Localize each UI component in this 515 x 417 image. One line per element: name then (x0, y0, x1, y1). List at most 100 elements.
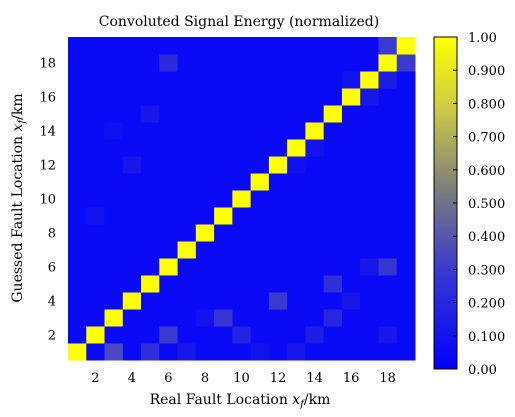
heatmap-cell (232, 326, 252, 344)
heatmap-cell (122, 207, 142, 225)
heatmap-cell (287, 105, 306, 123)
heatmap-cell (104, 122, 124, 140)
heatmap-cell (396, 156, 416, 174)
heatmap-cell (250, 71, 270, 89)
heatmap-cell (104, 207, 124, 225)
x-tick-label: 6 (164, 371, 172, 386)
heatmap-cell (159, 241, 179, 259)
heatmap-cell (250, 343, 270, 361)
heatmap-cell (86, 241, 106, 259)
heatmap-cell (396, 173, 416, 191)
heatmap-cell (341, 309, 361, 327)
heatmap-cell (378, 292, 398, 310)
y-tick-label: 4 (48, 295, 56, 310)
heatmap-cell (86, 139, 106, 157)
heatmap-cell (68, 241, 87, 259)
heatmap-cell (396, 71, 416, 89)
y-tick-label: 18 (39, 57, 56, 72)
colorbar-tick-label: 0.400 (468, 230, 505, 245)
heatmap-cell (122, 241, 142, 259)
heatmap-cell (195, 309, 215, 327)
heatmap-cell (323, 139, 343, 157)
heatmap-cell (177, 71, 197, 89)
x-tick-label: 14 (306, 371, 323, 386)
heatmap-cell (232, 71, 252, 89)
heatmap-cell (268, 173, 288, 191)
heatmap-cell (195, 224, 215, 242)
heatmap-cell (378, 241, 398, 259)
heatmap-cell (195, 241, 215, 259)
heatmap-cell (195, 292, 215, 310)
heatmap-cell (396, 224, 416, 242)
heatmap-cell (360, 190, 379, 208)
colorbar-tick-label: 0.200 (468, 297, 505, 312)
heatmap-cell (323, 258, 343, 276)
heatmap-cell (305, 275, 325, 293)
heatmap-cell (177, 156, 197, 174)
heatmap-cell (287, 156, 306, 174)
heatmap-cell (287, 139, 306, 157)
heatmap-cell (305, 224, 325, 242)
heatmap-cell (177, 241, 197, 259)
heatmap-cell (214, 156, 233, 174)
heatmap-cell (159, 105, 179, 123)
heatmap-cell (214, 309, 233, 327)
heatmap-cell (232, 54, 252, 72)
heatmap-cell (86, 173, 106, 191)
heatmap-cell (141, 275, 160, 293)
heatmap-cell (177, 275, 197, 293)
heatmap-cell (323, 37, 343, 55)
heatmap-cell (268, 139, 288, 157)
heatmap-cell (341, 156, 361, 174)
heatmap-cell (104, 173, 124, 191)
heatmap-cell (250, 292, 270, 310)
heatmap-cell (141, 105, 160, 123)
heatmap-cell (287, 207, 306, 225)
heatmap-cell (177, 292, 197, 310)
heatmap-cell (360, 343, 379, 361)
heatmap-cell (68, 309, 87, 327)
heatmap-cell (250, 105, 270, 123)
heatmap-cell (104, 241, 124, 259)
heatmap-cell (287, 71, 306, 89)
heatmap-cell (250, 326, 270, 344)
heatmap-cell (68, 105, 87, 123)
heatmap-cell (341, 88, 361, 106)
heatmap-cell (232, 190, 252, 208)
heatmap-cell (68, 88, 87, 106)
heatmap-cell (68, 37, 87, 55)
heatmap-cell (323, 156, 343, 174)
heatmap-cell (214, 326, 233, 344)
heatmap-cell (214, 207, 233, 225)
heatmap-cell (360, 156, 379, 174)
heatmap-cell (232, 122, 252, 140)
heatmap-cell (177, 122, 197, 140)
heatmap-cell (323, 54, 343, 72)
heatmap-cell (177, 54, 197, 72)
heatmap-cell (396, 105, 416, 123)
heatmap-cell (86, 224, 106, 242)
heatmap-cell (195, 326, 215, 344)
heatmap-cell (195, 258, 215, 276)
heatmap-cell (268, 207, 288, 225)
x-axis-label: Real Fault Location xf/km (150, 392, 331, 410)
heatmap-cell (360, 224, 379, 242)
heatmap-cell (323, 292, 343, 310)
heatmap-cell (159, 37, 179, 55)
heatmap-cell (378, 173, 398, 191)
x-tick-label: 10 (233, 371, 250, 386)
heatmap-cell (287, 122, 306, 140)
heatmap-cell (122, 343, 142, 361)
heatmap-cell (305, 173, 325, 191)
heatmap-cell (360, 173, 379, 191)
heatmap-cell (287, 241, 306, 259)
heatmap-cell (68, 343, 87, 361)
y-axis-label: Guessed Fault Location xf/km (10, 93, 28, 302)
heatmap-cell (159, 275, 179, 293)
heatmap-cell (341, 292, 361, 310)
heatmap-cell (341, 224, 361, 242)
heatmap-cell (360, 241, 379, 259)
heatmap-cell (122, 292, 142, 310)
heatmap-cell (360, 292, 379, 310)
heatmap-cell (68, 173, 87, 191)
